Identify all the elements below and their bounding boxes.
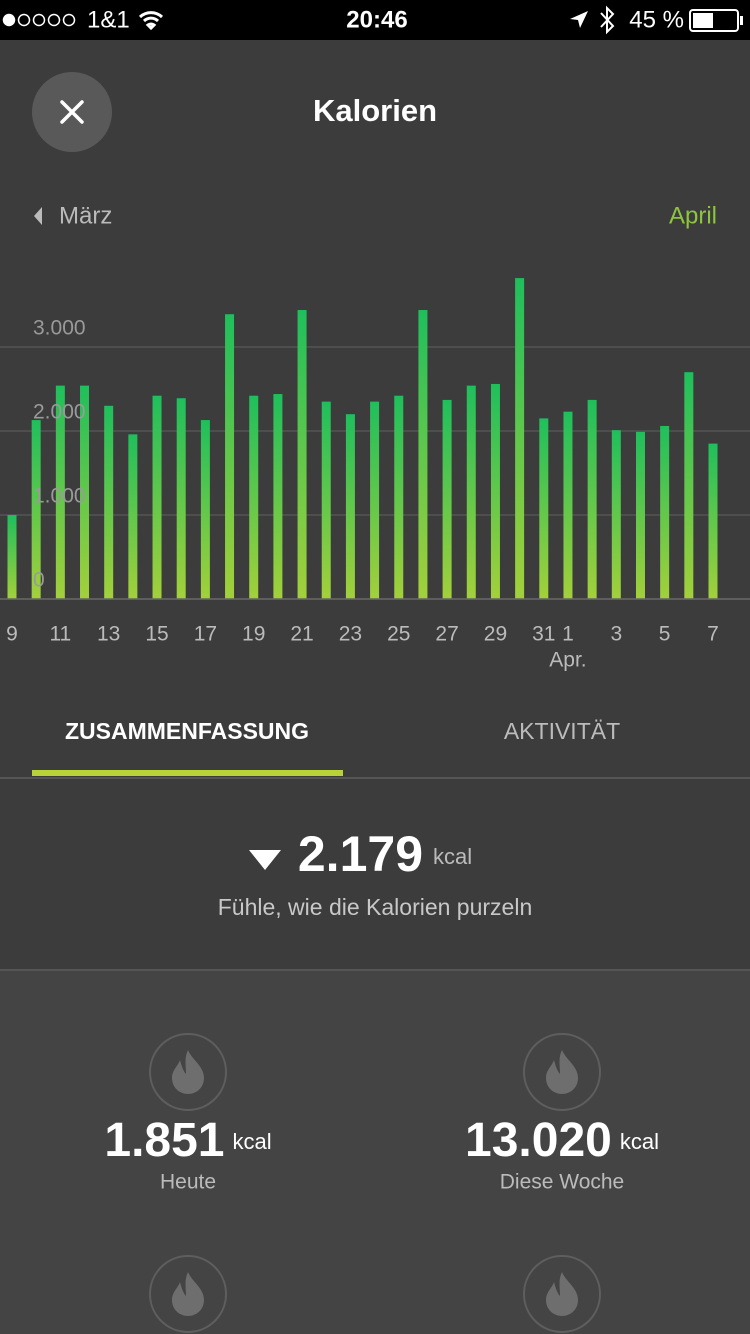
- x-tick-label: 17: [194, 623, 217, 646]
- bar: [200, 420, 210, 599]
- y-tick-label: 3.000: [33, 317, 86, 340]
- tab-indicator: [32, 770, 343, 776]
- bar: [297, 310, 307, 599]
- bar: [515, 278, 525, 599]
- summary-number: 2.179: [298, 826, 423, 882]
- stat-icons: [149, 1033, 601, 1333]
- chart: 9 11 13 15 17 19 21 23 25 27 29 31 1 3 5 701.0002.0003.…: [0, 278, 750, 672]
- bar: [31, 420, 41, 599]
- bar: [394, 395, 404, 599]
- summary-unit: kcal: [433, 844, 472, 869]
- bar: [225, 314, 235, 599]
- stat-unit: kcal: [233, 1129, 272, 1154]
- bar: [7, 515, 17, 599]
- summary-value: 2.179 kcal: [298, 826, 472, 882]
- x-tick-label: 21: [290, 623, 313, 646]
- x-tick-label: 9: [6, 623, 18, 646]
- x-tick-label: 13: [97, 623, 120, 646]
- x-tick-label: 31: [532, 623, 555, 646]
- bar: [442, 399, 452, 599]
- x-tick-label: 1: [562, 623, 574, 646]
- bar: [490, 383, 500, 599]
- battery-icon: [689, 9, 739, 32]
- bar: [321, 401, 331, 599]
- close-icon[interactable]: [60, 100, 84, 124]
- bar: [249, 395, 259, 599]
- close-button[interactable]: [32, 72, 112, 152]
- prev-month[interactable]: März: [59, 202, 112, 229]
- bar: [684, 372, 694, 599]
- stat-value: 13.020 kcal: [465, 1114, 659, 1167]
- bar: [370, 401, 380, 599]
- y-tick-label: 2.000: [33, 401, 86, 424]
- bar: [104, 405, 114, 599]
- stat-unit: kcal: [620, 1129, 659, 1154]
- bar: [176, 398, 186, 599]
- bar: [80, 385, 90, 599]
- x-tick-label: 19: [242, 623, 265, 646]
- status-bar: [0, 0, 750, 40]
- signal: [2, 13, 76, 27]
- bar: [539, 418, 549, 599]
- bar: [611, 430, 621, 599]
- bar: [345, 414, 355, 599]
- bar: [635, 431, 645, 599]
- month-label: Apr.: [549, 649, 586, 672]
- x-tick-label: 7: [707, 623, 719, 646]
- bar: [128, 434, 138, 599]
- bar: [563, 411, 573, 599]
- bar: [660, 425, 670, 599]
- y-tick-label: 1.000: [33, 485, 86, 508]
- current-month: April: [669, 202, 717, 229]
- bar: [152, 395, 162, 599]
- x-tick-label: 23: [339, 623, 362, 646]
- bar: [587, 399, 597, 599]
- bar: [273, 394, 283, 599]
- y-tick-label: 0: [33, 569, 45, 592]
- trend-arrow: [249, 850, 281, 870]
- bar: [466, 385, 476, 599]
- x-tick-label: 3: [610, 623, 622, 646]
- prev-arrow[interactable]: [34, 207, 42, 225]
- x-tick-label: 25: [387, 623, 410, 646]
- battery-level: [693, 13, 713, 28]
- bar: [418, 310, 428, 599]
- x-tick-label: 29: [484, 623, 507, 646]
- flame-icons: [172, 1050, 578, 1316]
- carrier: 1&1: [87, 6, 130, 33]
- bar: [708, 443, 718, 599]
- bluetooth-icon: [600, 5, 615, 35]
- stat-value: 1.851 kcal: [104, 1114, 271, 1167]
- x-tick-label: 27: [435, 623, 458, 646]
- page-title: Kalorien: [313, 93, 437, 128]
- stat-label: Diese Woche: [500, 1171, 625, 1194]
- tab[interactable]: ZUSAMMENFASSUNG: [65, 718, 309, 744]
- summary-message: Fühle, wie die Kalorien purzeln: [218, 894, 533, 920]
- stats-background: [0, 970, 750, 1334]
- clock: 20:46: [346, 6, 407, 33]
- stat-number: 1.851: [104, 1114, 224, 1167]
- battery-percent: 45 %: [629, 6, 684, 33]
- location-icon: [570, 11, 588, 28]
- stat-number: 13.020: [465, 1114, 612, 1167]
- x-tick-label: 11: [49, 623, 71, 646]
- battery-tip: [740, 16, 743, 25]
- stat-label: Heute: [160, 1171, 216, 1194]
- wifi-icon: [138, 11, 164, 31]
- bar: [55, 385, 65, 599]
- x-tick-label: 15: [145, 623, 168, 646]
- x-tick-label: 5: [659, 623, 671, 646]
- tab[interactable]: AKTIVITÄT: [504, 718, 620, 744]
